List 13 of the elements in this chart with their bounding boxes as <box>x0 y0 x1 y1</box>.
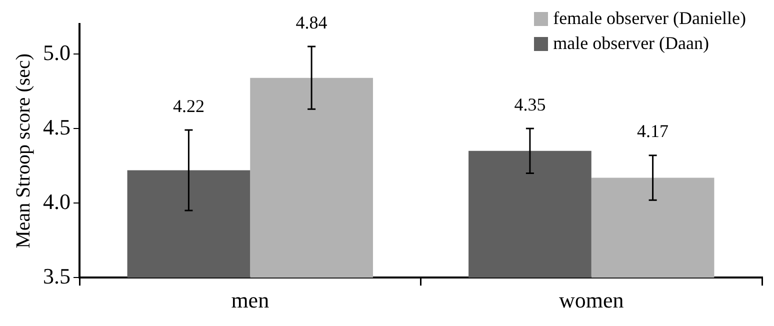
x-tick-label: men <box>231 288 270 313</box>
data-label: 4.84 <box>296 12 328 32</box>
y-axis-title: Mean Stroop score (sec) <box>12 53 34 248</box>
legend-label: male observer (Daan) <box>553 33 710 54</box>
data-label: 4.22 <box>172 96 204 116</box>
legend-label: female observer (Danielle) <box>553 8 746 29</box>
y-tick-label: 4.5 <box>43 114 70 140</box>
y-tick-label: 5.0 <box>43 40 70 65</box>
y-tick-label: 3.5 <box>43 263 70 288</box>
x-tick-label: women <box>558 288 624 313</box>
data-label: 4.35 <box>514 94 546 114</box>
data-label: 4.17 <box>637 121 669 142</box>
y-tick-label: 4.0 <box>43 188 70 214</box>
